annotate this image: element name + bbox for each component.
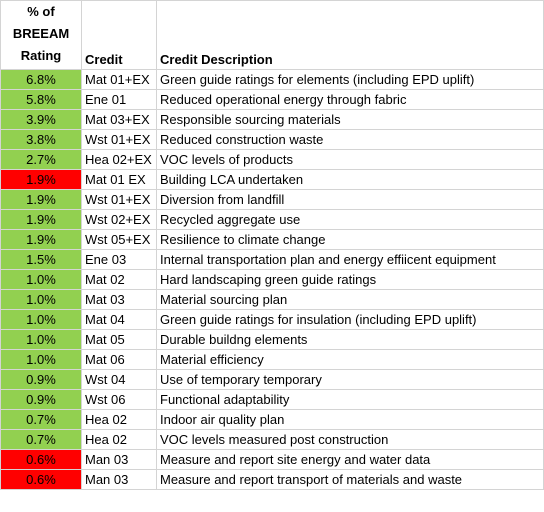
credit-cell[interactable]: Mat 01+EX (81, 69, 157, 90)
description-cell[interactable]: Green guide ratings for insulation (incl… (156, 309, 544, 330)
description-cell[interactable]: Use of temporary temporary (156, 369, 544, 390)
table-row: 3.8% Wst 01+EX Reduced construction waste (0, 129, 544, 150)
rating-cell[interactable]: 3.8% (0, 129, 82, 150)
credit-cell[interactable]: Mat 06 (81, 349, 157, 370)
rating-cell[interactable]: 0.9% (0, 369, 82, 390)
table-body: % of BREEAM Rating Credit Credit Descrip… (0, 0, 544, 490)
table-row: 1.9% Mat 01 EX Building LCA undertaken (0, 169, 544, 190)
rating-cell[interactable]: 1.0% (0, 329, 82, 350)
table-row: 2.7% Hea 02+EX VOC levels of products (0, 149, 544, 170)
table-row: 1.0% Mat 03 Material sourcing plan (0, 289, 544, 310)
description-cell[interactable]: Functional adaptability (156, 389, 544, 410)
table-row: 0.9% Wst 04 Use of temporary temporary (0, 369, 544, 390)
rating-cell[interactable]: 1.0% (0, 349, 82, 370)
description-cell[interactable]: Measure and report site energy and water… (156, 449, 544, 470)
description-cell[interactable]: Diversion from landfill (156, 189, 544, 210)
table-row: 1.9% Wst 05+EX Resilience to climate chang… (0, 229, 544, 250)
credit-cell[interactable]: Man 03 (81, 469, 157, 490)
credit-cell[interactable]: Mat 02 (81, 269, 157, 290)
description-cell[interactable]: Material efficiency (156, 349, 544, 370)
description-cell[interactable]: Responsible sourcing materials (156, 109, 544, 130)
credit-cell[interactable]: Wst 04 (81, 369, 157, 390)
description-header-cell[interactable]: Credit Description (156, 0, 544, 70)
rating-cell[interactable]: 1.5% (0, 249, 82, 270)
header-row: % of BREEAM Rating Credit Credit Descrip… (0, 0, 544, 70)
credit-cell[interactable]: Wst 06 (81, 389, 157, 410)
table-row: 0.7% Hea 02 VOC levels measured post const… (0, 429, 544, 450)
table-row: 1.0% Mat 04 Green guide ratings for insula… (0, 309, 544, 330)
description-cell[interactable]: Building LCA undertaken (156, 169, 544, 190)
rating-header-line-3: Rating (20, 48, 62, 63)
credit-cell[interactable]: Ene 03 (81, 249, 157, 270)
credit-cell[interactable]: Ene 01 (81, 89, 157, 110)
credit-cell[interactable]: Wst 01+EX (81, 189, 157, 210)
rating-cell[interactable]: 1.0% (0, 309, 82, 330)
rating-cell[interactable]: 0.6% (0, 469, 82, 490)
rating-cell[interactable]: 2.7% (0, 149, 82, 170)
credit-cell[interactable]: Wst 02+EX (81, 209, 157, 230)
credit-cell[interactable]: Wst 05+EX (81, 229, 157, 250)
table-row: 0.7% Hea 02 Indoor air quality plan (0, 409, 544, 430)
credit-cell[interactable]: Hea 02+EX (81, 149, 157, 170)
description-cell[interactable]: Hard landscaping green guide ratings (156, 269, 544, 290)
credit-cell[interactable]: Mat 03+EX (81, 109, 157, 130)
rating-cell[interactable]: 1.9% (0, 189, 82, 210)
rating-cell[interactable]: 1.9% (0, 169, 82, 190)
table-row: 1.9% Wst 01+EX Diversion from landfill (0, 189, 544, 210)
rating-cell[interactable]: 0.7% (0, 429, 82, 450)
description-cell[interactable]: Internal transportation plan and energy … (156, 249, 544, 270)
description-cell[interactable]: Green guide ratings for elements (includ… (156, 69, 544, 90)
table-row: 1.0% Mat 05 Durable buildng elements (0, 329, 544, 350)
rating-header-line-1: % of (27, 4, 55, 19)
description-cell[interactable]: Reduced operational energy through fabri… (156, 89, 544, 110)
rating-cell[interactable]: 1.0% (0, 269, 82, 290)
description-cell[interactable]: VOC levels of products (156, 149, 544, 170)
table-row: 1.9% Wst 02+EX Recycled aggregate use (0, 209, 544, 230)
breeam-credit-table: % of BREEAM Rating Credit Credit Descrip… (0, 0, 544, 490)
table-row: 1.5% Ene 03 Internal transportation plan a… (0, 249, 544, 270)
table-row: 5.8% Ene 01 Reduced operational energy thr… (0, 89, 544, 110)
table-row: 0.9% Wst 06 Functional adaptability (0, 389, 544, 410)
rating-header-line-2: BREEAM (12, 26, 70, 41)
description-cell[interactable]: Durable buildng elements (156, 329, 544, 350)
description-cell[interactable]: Material sourcing plan (156, 289, 544, 310)
table-row: 0.6% Man 03 Measure and report transport o… (0, 469, 544, 490)
rating-cell[interactable]: 3.9% (0, 109, 82, 130)
description-cell[interactable]: Reduced construction waste (156, 129, 544, 150)
rating-cell[interactable]: 5.8% (0, 89, 82, 110)
credit-cell[interactable]: Mat 05 (81, 329, 157, 350)
rating-cell[interactable]: 1.9% (0, 209, 82, 230)
rating-cell[interactable]: 0.6% (0, 449, 82, 470)
credit-cell[interactable]: Mat 04 (81, 309, 157, 330)
description-cell[interactable]: Indoor air quality plan (156, 409, 544, 430)
credit-header-cell[interactable]: Credit (81, 0, 157, 70)
credit-cell[interactable]: Hea 02 (81, 409, 157, 430)
credit-cell[interactable]: Mat 01 EX (81, 169, 157, 190)
credit-cell[interactable]: Wst 01+EX (81, 129, 157, 150)
rating-cell[interactable]: 0.9% (0, 389, 82, 410)
rating-header-cell[interactable]: % of BREEAM Rating (0, 0, 82, 70)
description-cell[interactable]: Resilience to climate change (156, 229, 544, 250)
credit-cell[interactable]: Man 03 (81, 449, 157, 470)
rating-cell[interactable]: 1.9% (0, 229, 82, 250)
description-cell[interactable]: Recycled aggregate use (156, 209, 544, 230)
table-row: 0.6% Man 03 Measure and report site energy… (0, 449, 544, 470)
credit-cell[interactable]: Mat 03 (81, 289, 157, 310)
description-cell[interactable]: VOC levels measured post construction (156, 429, 544, 450)
credit-cell[interactable]: Hea 02 (81, 429, 157, 450)
table-row: 1.0% Mat 02 Hard landscaping green guide r… (0, 269, 544, 290)
table-row: 3.9% Mat 03+EX Responsible sourcing materi… (0, 109, 544, 130)
table-row: 6.8% Mat 01+EX Green guide ratings for ele… (0, 69, 544, 90)
rating-cell[interactable]: 1.0% (0, 289, 82, 310)
description-cell[interactable]: Measure and report transport of material… (156, 469, 544, 490)
table-row: 1.0% Mat 06 Material efficiency (0, 349, 544, 370)
rating-cell[interactable]: 0.7% (0, 409, 82, 430)
rating-cell[interactable]: 6.8% (0, 69, 82, 90)
